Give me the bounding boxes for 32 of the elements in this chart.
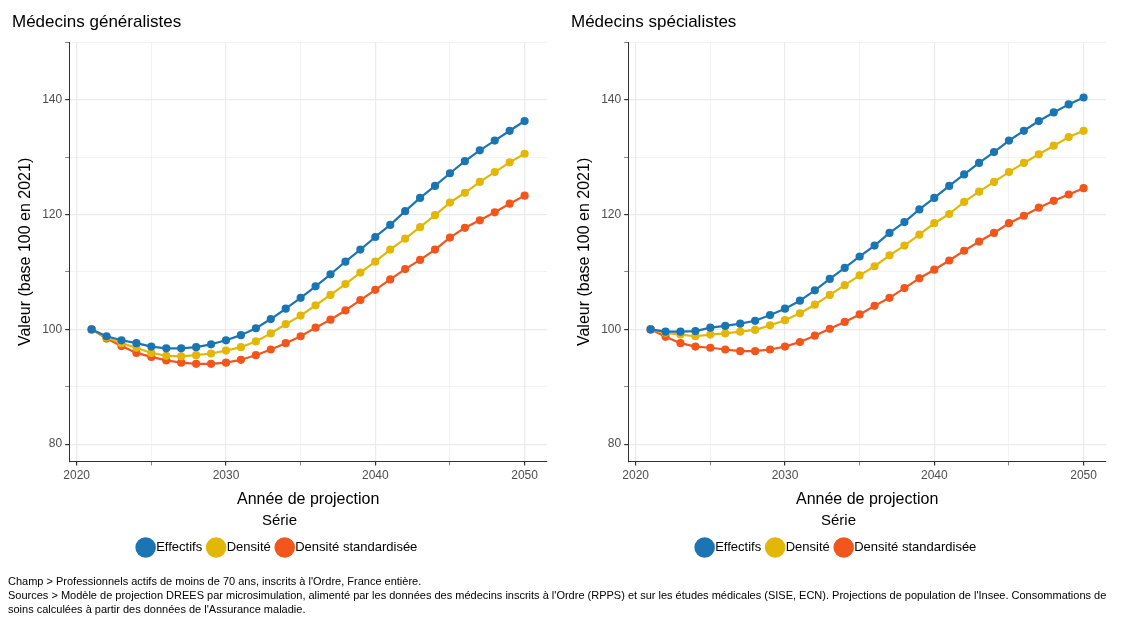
x-tick-label: 2030 — [212, 467, 240, 482]
y-tick-label: 100 — [42, 321, 63, 336]
y-tick-label: 120 — [601, 206, 622, 221]
x-tick-label: 2050 — [1070, 467, 1098, 482]
x-axis-title: Année de projection — [236, 489, 380, 507]
y-tick-label: 80 — [607, 436, 622, 451]
legend-label: Densité — [785, 539, 830, 555]
chart-title: Médecins généralistes — [12, 11, 182, 31]
y-axis-title: Valeur (base 100 en 2021) — [575, 157, 593, 347]
y-axis-title: Valeur (base 100 en 2021) — [16, 157, 34, 347]
x-tick-label: 2030 — [771, 467, 799, 482]
y-tick-label: 80 — [48, 436, 63, 451]
source-note: Sources > Modèle de projection DREES par microsimulation, alimenté par les données des médecins inscrits à l'Ordre (RPPS) et sur les études médicales (SISE, ECN). Projections de population de l'Insee. Consommations de soins calculées à partir des données de l'Assurance maladie. — [8, 588, 1108, 616]
text: Champ > Professionnels actifs de moins de 70 ans, inscrits à l'Ordre, France entière. — [8, 574, 423, 588]
x-tick-label: 2020 — [622, 467, 650, 482]
legend-label: Densité standardisée — [295, 539, 418, 555]
y-tick-label: 100 — [601, 321, 622, 336]
y-tick-label: 120 — [42, 206, 63, 221]
legend-label: Effectifs — [156, 539, 203, 555]
legend-title: Série — [261, 510, 298, 528]
y-tick-label: 140 — [601, 92, 622, 107]
x-axis-title: Année de projection — [795, 489, 939, 507]
chart-title: Médecins spécialistes — [571, 11, 737, 31]
x-tick-label: 2040 — [361, 467, 389, 482]
y-tick-label: 140 — [42, 92, 63, 107]
x-tick-label: 2050 — [511, 467, 539, 482]
x-tick-label: 2040 — [920, 467, 948, 482]
legend-label: Effectifs — [715, 539, 762, 555]
legend-title: Série — [820, 510, 857, 528]
x-tick-label: 2020 — [63, 467, 91, 482]
legend-label: Densité — [226, 539, 271, 555]
legend-label: Densité standardisée — [854, 539, 977, 555]
